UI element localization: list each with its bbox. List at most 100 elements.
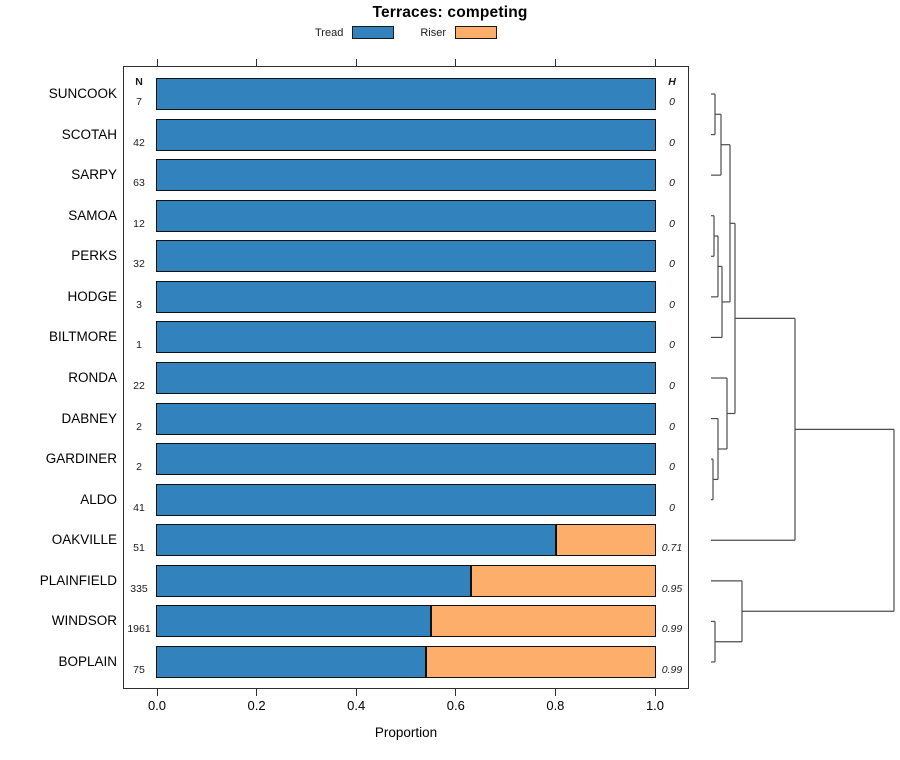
bar-segment-tread	[156, 564, 471, 597]
bar-row	[156, 240, 656, 273]
h-value: 0	[669, 380, 675, 392]
x-tick-bottom	[156, 689, 158, 696]
h-value: 0	[669, 96, 675, 108]
x-tick-top	[455, 59, 457, 66]
n-value: 42	[133, 136, 145, 149]
row-label: OAKVILLE	[51, 532, 117, 548]
n-value: 22	[133, 380, 145, 392]
h-value: 0	[669, 461, 675, 474]
bar-segment-riser	[471, 564, 656, 597]
chart-title: Terraces: competing	[372, 4, 528, 21]
row-label: SARPY	[71, 167, 117, 183]
n-value: 12	[133, 217, 145, 230]
bar-row	[156, 443, 656, 476]
x-tick-bottom	[256, 689, 258, 696]
bar-row	[156, 524, 656, 557]
row-label: PERKS	[71, 248, 117, 264]
bar-row	[156, 362, 656, 394]
h-value: 0	[669, 298, 675, 311]
row-label: SCOTAH	[61, 126, 117, 142]
h-value: 0	[669, 136, 675, 149]
n-value: 63	[133, 177, 145, 190]
x-tick-label: 0.0	[147, 698, 167, 713]
n-value: 75	[133, 664, 145, 676]
bar-row	[156, 402, 656, 435]
bar-row	[156, 646, 656, 678]
h-value: 0.71	[661, 542, 683, 555]
bar-row	[156, 159, 656, 192]
x-tick-bottom	[654, 689, 656, 696]
row-label: SUNCOOK	[48, 86, 117, 101]
x-tick-label: 1.0	[645, 698, 665, 713]
bar-segment-tread	[156, 199, 656, 232]
n-value: 1961	[127, 623, 151, 636]
bar-segment-tread	[156, 646, 426, 678]
bar-row	[156, 564, 656, 597]
x-tick-label: 0.6	[446, 698, 465, 713]
h-value: 0	[669, 501, 675, 514]
n-value: 1	[136, 339, 142, 352]
bar-row	[156, 78, 656, 110]
x-tick-label: 0.4	[347, 698, 366, 713]
row-label: HODGE	[67, 288, 117, 304]
h-value: 0.99	[661, 623, 683, 636]
bar-row	[156, 483, 656, 516]
x-axis-title: Proportion	[374, 725, 438, 740]
dendrogram	[711, 93, 895, 663]
row-label: SAMOA	[68, 207, 117, 223]
bar-segment-tread	[156, 443, 656, 476]
row-label: RONDA	[68, 370, 117, 385]
x-tick-bottom	[455, 689, 457, 696]
x-tick-label: 0.8	[546, 698, 565, 713]
row-label: PLAINFIELD	[39, 572, 117, 588]
x-tick-bottom	[355, 689, 357, 696]
bar-segment-tread	[156, 483, 656, 516]
bar-segment-riser	[556, 524, 656, 557]
legend-item-riser: Riser	[420, 26, 497, 39]
plot-area	[123, 66, 689, 689]
x-tick-top	[654, 59, 656, 66]
row-label: BOPLAIN	[58, 654, 117, 669]
h-value: 0	[669, 217, 675, 230]
h-value: 0	[669, 420, 675, 433]
bar-segment-tread	[156, 240, 656, 273]
x-tick-bottom	[554, 689, 556, 696]
bar-segment-tread	[156, 524, 556, 557]
legend-label-tread: Tread	[315, 26, 344, 39]
bar-segment-tread	[156, 159, 656, 192]
bar-segment-tread	[156, 118, 656, 151]
h-value: 0	[669, 177, 675, 190]
legend: Tread Riser	[123, 26, 689, 39]
n-value: 41	[133, 501, 145, 514]
h-value: 0	[669, 339, 675, 352]
h-value: 0.95	[661, 582, 683, 595]
n-value: 2	[136, 461, 142, 474]
x-tick-label: 0.2	[247, 698, 266, 713]
x-tick-top	[554, 59, 556, 66]
row-label: DABNEY	[61, 410, 117, 426]
bar-row	[156, 199, 656, 232]
bar-row	[156, 605, 656, 638]
row-label: WINDSOR	[51, 613, 117, 629]
legend-swatch-tread-icon	[352, 26, 395, 39]
legend-label-riser: Riser	[420, 26, 446, 39]
n-value: 335	[130, 582, 148, 595]
bar-row	[156, 280, 656, 313]
row-label: ALDO	[80, 491, 117, 507]
bar-segment-tread	[156, 78, 656, 110]
n-value: 3	[136, 298, 142, 311]
row-label: GARDINER	[45, 451, 117, 467]
x-tick-top	[156, 59, 158, 66]
n-value: 7	[136, 96, 142, 108]
legend-swatch-riser-icon	[455, 26, 497, 39]
x-tick-top	[256, 59, 258, 66]
bar-segment-tread	[156, 280, 656, 313]
bar-row	[156, 321, 656, 354]
bar-segment-riser	[426, 646, 656, 678]
bar-segment-tread	[156, 402, 656, 435]
legend-item-tread: Tread	[315, 26, 395, 39]
n-value: 51	[133, 542, 145, 555]
n-value: 32	[133, 258, 145, 271]
bar-row	[156, 118, 656, 151]
